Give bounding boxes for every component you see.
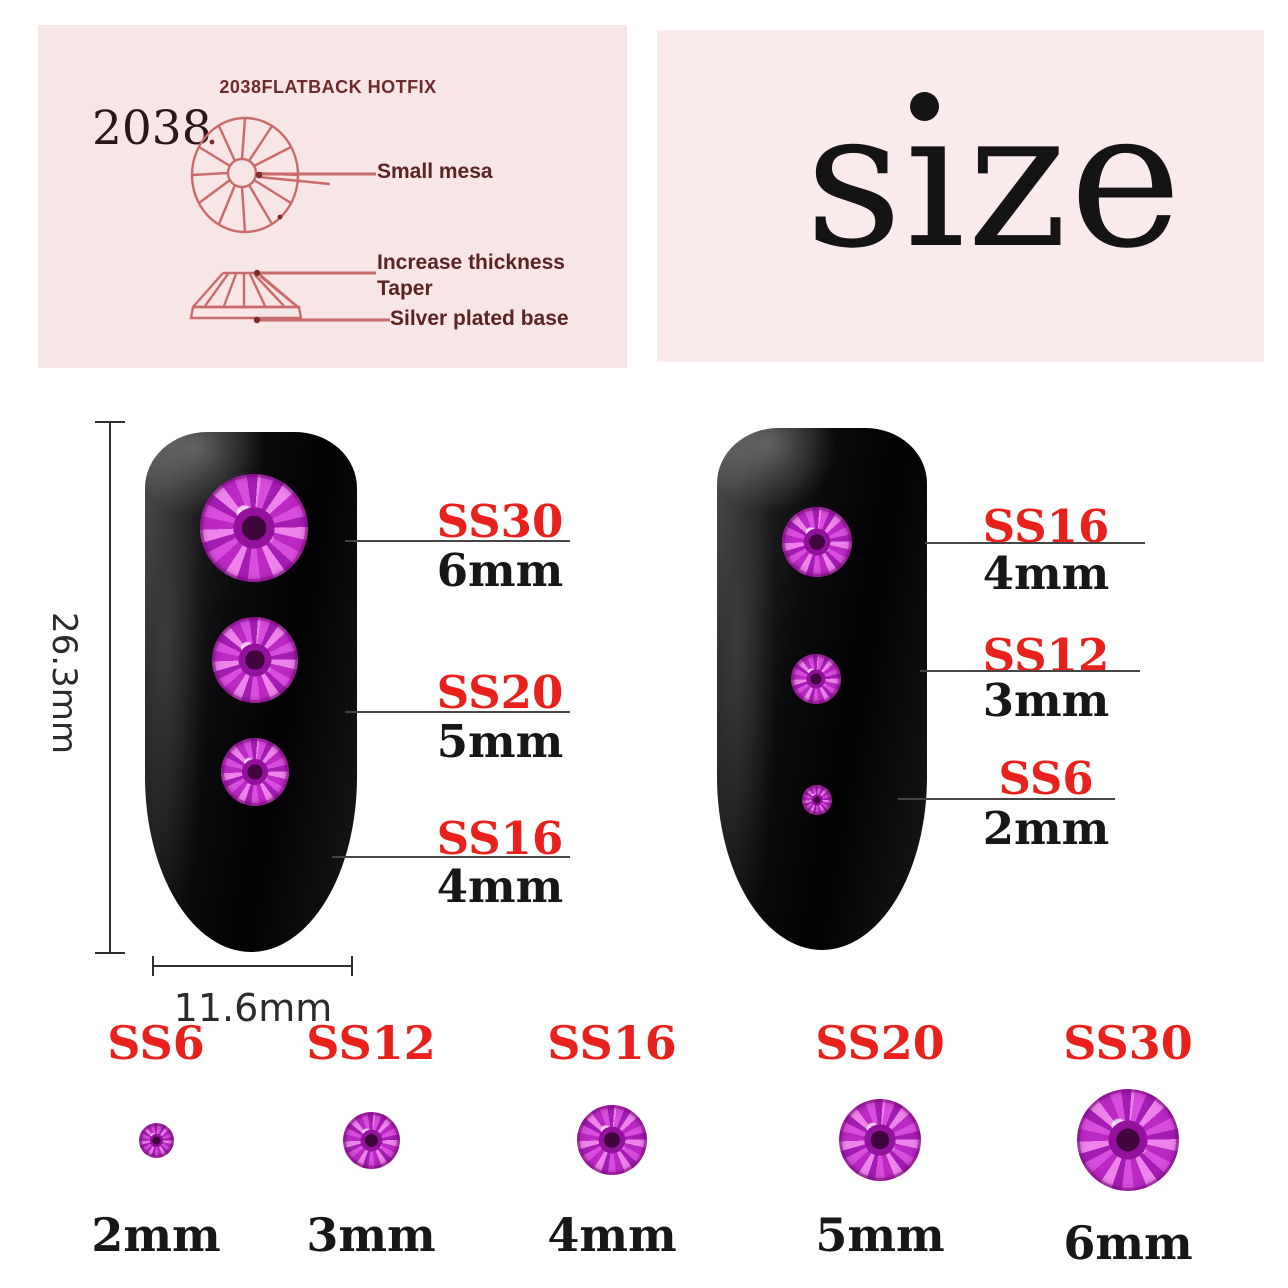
size-chart-ss12-label: SS12 — [306, 1016, 436, 1070]
callout-ss16-left: SS16 — [436, 812, 564, 865]
size-chart-ss6-gem — [139, 1123, 174, 1158]
gem-ss16-right — [782, 507, 852, 577]
nail-height-label: 26.3mm — [44, 612, 84, 754]
callout-ss16-right: SS16 — [982, 500, 1110, 553]
spec-panel-title: 2038FLATBACK HOTFIX — [219, 77, 437, 97]
size-chart-ss30-mm: 6mm — [1063, 1216, 1193, 1270]
size-chart-item-ss30: SS30 6mm — [1043, 1020, 1213, 1280]
annotation-taper: Taper — [377, 277, 433, 300]
callout-ss16-left-mm: 4mm — [436, 860, 564, 913]
callout-ss16-left-line — [332, 856, 570, 858]
gem-ss6 — [802, 785, 832, 815]
annotation-silver-plated-base: Silver plated base — [390, 307, 569, 330]
size-chart-ss12-gem — [343, 1112, 400, 1169]
callout-ss12-line — [920, 670, 1140, 672]
annotation-small-mesa: Small mesa — [377, 160, 493, 183]
size-chart-ss30-gem — [1077, 1089, 1179, 1191]
height-measure-cap-bottom — [95, 952, 125, 954]
spec-panel: 2038FLATBACK HOTFIX 2038 — [38, 25, 627, 368]
callout-ss6-line — [898, 798, 1115, 800]
gem-ss20 — [212, 617, 298, 703]
width-measure-cap-right — [351, 956, 353, 976]
callout-ss20-line — [345, 711, 570, 713]
height-measure-cap-top — [95, 421, 125, 423]
width-measure-line — [153, 965, 353, 967]
size-chart-ss6-label: SS6 — [107, 1016, 205, 1070]
annotation-increase-thickness: Increase thickness — [377, 251, 565, 274]
size-chart-ss12-mm: 3mm — [306, 1208, 436, 1262]
size-title: sıze — [805, 69, 1184, 290]
callout-ss30: SS30 — [436, 495, 564, 548]
callout-ss30-line — [345, 540, 570, 542]
size-chart-ss16-mm: 4mm — [547, 1208, 677, 1262]
size-chart-ss20-mm: 5mm — [815, 1208, 945, 1262]
nail-left — [145, 432, 357, 952]
nail-width-label: 11.6mm — [173, 986, 333, 1030]
rhinestone-diagram — [189, 116, 390, 324]
callout-ss16-right-line — [925, 542, 1145, 544]
model-number: 2038 — [92, 101, 212, 156]
size-chart-ss6-mm: 2mm — [91, 1208, 221, 1262]
width-measure-cap-left — [152, 956, 154, 976]
callout-ss12-mm: 3mm — [982, 674, 1110, 727]
size-chart-ss16-label: SS16 — [547, 1016, 677, 1070]
height-measure-line — [109, 423, 111, 954]
size-chart-item-ss20: SS20 5mm — [795, 1020, 965, 1280]
callout-ss30-mm: 6mm — [436, 544, 564, 597]
size-chart-item-ss16: SS16 4mm — [527, 1020, 697, 1280]
size-chart-ss16-gem — [577, 1105, 647, 1175]
size-chart-item-ss12: SS12 3mm — [286, 1020, 456, 1280]
callout-ss16-right-mm: 4mm — [982, 547, 1110, 600]
callout-ss20: SS20 — [436, 666, 564, 719]
callout-ss6: SS6 — [998, 752, 1094, 805]
nail-right — [717, 428, 927, 950]
size-panel: sıze — [657, 30, 1264, 362]
gem-ss12 — [791, 654, 841, 704]
size-chart-item-ss6: SS6 2mm — [71, 1020, 241, 1280]
callout-ss6-mm: 2mm — [982, 802, 1110, 855]
gem-ss30 — [200, 474, 308, 582]
size-chart-ss20-label: SS20 — [815, 1016, 945, 1070]
size-title-dot — [910, 92, 939, 121]
size-chart-ss30-label: SS30 — [1063, 1016, 1193, 1070]
gem-ss16 — [221, 738, 289, 806]
callout-ss20-mm: 5mm — [436, 715, 564, 768]
size-chart-ss20-gem — [839, 1099, 921, 1181]
